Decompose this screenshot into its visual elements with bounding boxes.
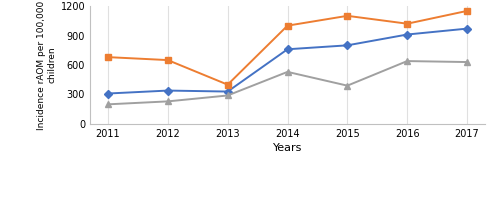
Y-axis label: Incidence rAOM per 100,000
children: Incidence rAOM per 100,000 children	[37, 0, 56, 130]
X-axis label: Years: Years	[273, 143, 302, 153]
